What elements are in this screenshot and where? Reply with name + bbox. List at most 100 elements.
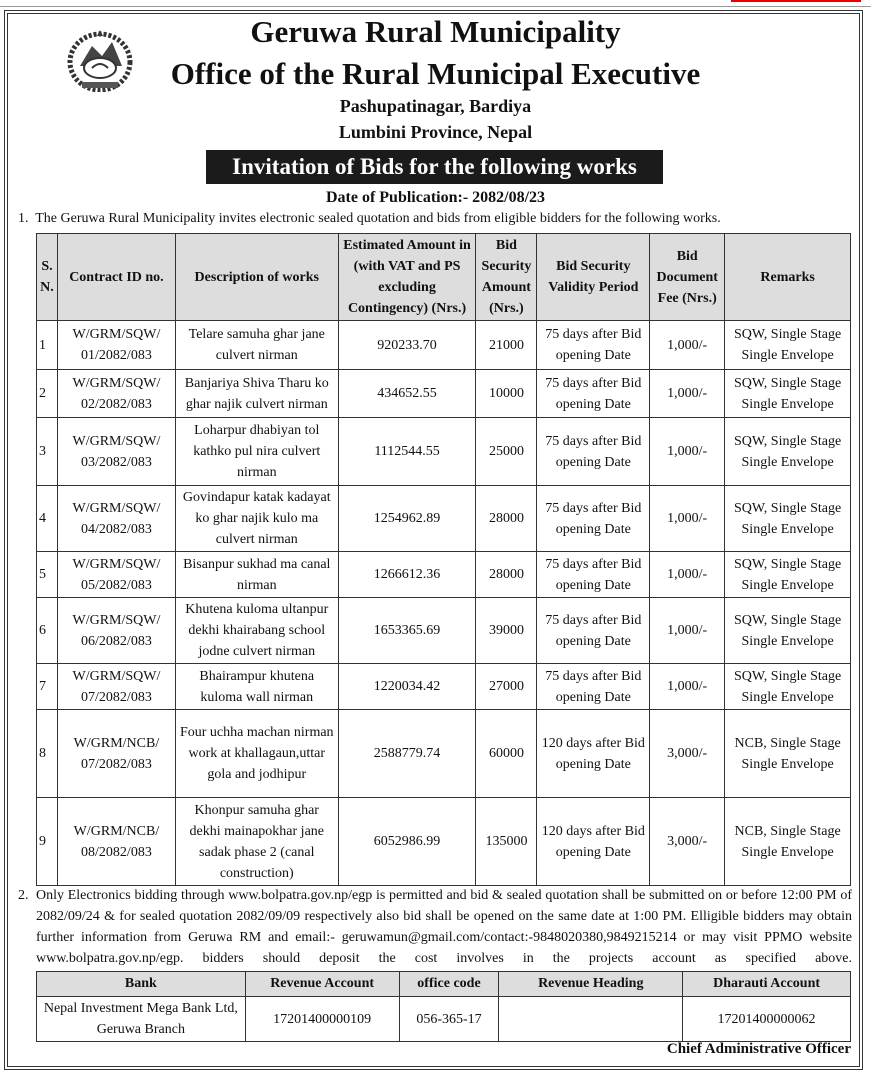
table-cell: 6052986.99: [337, 797, 477, 886]
intro-number: 1.: [18, 211, 29, 226]
bank-column-header: office code: [398, 971, 500, 997]
column-header: Description of works: [174, 233, 339, 321]
table-cell: Bhairampur khutena kuloma wall nirman: [174, 663, 339, 710]
table-cell: Banjariya Shiva Tharu ko ghar najik culv…: [174, 369, 339, 418]
column-header: Bid Security Amount (Nrs.): [475, 233, 538, 321]
table-cell: W/GRM/SQW/ 03/2082/083: [56, 417, 176, 486]
note-paragraph: 2. Only Electronics bidding through www.b…: [18, 885, 852, 969]
intro-text: The Geruwa Rural Municipality invites el…: [35, 211, 721, 226]
table-cell: 3,000/-: [649, 797, 726, 886]
table-cell: W/GRM/NCB/ 07/2082/083: [56, 709, 176, 798]
table-cell: Khutena kuloma ultanpur dekhi khairabang…: [174, 597, 339, 664]
bank-header-row: Bank Revenue Account office code Revenue He…: [36, 971, 851, 997]
bank-cell: [498, 996, 684, 1042]
table-cell: 27000: [475, 663, 538, 710]
table-cell: 135000: [475, 797, 538, 886]
column-header: Bid Security Validity Period: [536, 233, 651, 321]
page-frame: [4, 10, 863, 1070]
table-cell: 75 days after Bid opening Date: [536, 369, 651, 418]
table-cell: SQW, Single Stage Single Envelope: [724, 320, 851, 370]
notice-banner: Invitation of Bids for the following wor…: [206, 150, 663, 184]
table-cell: 1254962.89: [337, 485, 477, 552]
table-cell: W/GRM/SQW/ 02/2082/083: [56, 369, 176, 418]
table-cell: 120 days after Bid opening Date: [536, 797, 651, 886]
table-cell: 75 days after Bid opening Date: [536, 417, 651, 486]
table-cell: 1266612.36: [337, 551, 477, 598]
table-cell: 75 days after Bid opening Date: [536, 551, 651, 598]
table-cell: SQW, Single Stage Single Envelope: [724, 417, 851, 486]
table-cell: 75 days after Bid opening Date: [536, 663, 651, 710]
column-header: Contract ID no.: [56, 233, 176, 321]
table-cell: 3: [36, 417, 58, 486]
table-cell: 1220034.42: [337, 663, 477, 710]
table-cell: 1,000/-: [649, 551, 726, 598]
table-cell: 1653365.69: [337, 597, 477, 664]
table-cell: Bisanpur sukhad ma canal nirman: [174, 551, 339, 598]
table-cell: Loharpur dhabiyan tol kathko pul nira cu…: [174, 417, 339, 486]
table-cell: 2: [36, 369, 58, 418]
table-cell: 1,000/-: [649, 369, 726, 418]
table-cell: 6: [36, 597, 58, 664]
column-header: Bid Document Fee (Nrs.): [649, 233, 726, 321]
table-cell: W/GRM/SQW/ 05/2082/083: [56, 551, 176, 598]
table-cell: 920233.70: [337, 320, 477, 370]
table-cell: W/GRM/SQW/ 04/2082/083: [56, 485, 176, 552]
office-title: Office of the Rural Municipal Executive: [170, 56, 701, 91]
table-cell: 1: [36, 320, 58, 370]
address-line1: Pashupatinagar, Bardiya: [339, 96, 532, 116]
table-cell: 4: [36, 485, 58, 552]
table-cell: 75 days after Bid opening Date: [536, 597, 651, 664]
column-header: Remarks: [724, 233, 851, 321]
table-cell: W/GRM/NCB/ 08/2082/083: [56, 797, 176, 886]
bank-row: Nepal Investment Mega Bank Ltd, Geruwa B…: [36, 996, 851, 1042]
table-cell: 39000: [475, 597, 538, 664]
table-cell: Govindapur katak kadayat ko ghar najik k…: [174, 485, 339, 552]
table-cell: SQW, Single Stage Single Envelope: [724, 597, 851, 664]
table-cell: 9: [36, 797, 58, 886]
note-number: 2.: [18, 888, 29, 903]
table-cell: NCB, Single Stage Single Envelope: [724, 797, 851, 886]
table-cell: 10000: [475, 369, 538, 418]
table-cell: Khonpur samuha ghar dekhi mainapokhar ja…: [174, 797, 339, 886]
table-cell: 8: [36, 709, 58, 798]
table-cell: 75 days after Bid opening Date: [536, 320, 651, 370]
table-cell: 21000: [475, 320, 538, 370]
bank-column-header: Revenue Heading: [498, 971, 684, 997]
table-row: 5 W/GRM/SQW/ 05/2082/083 Bisanpur sukhad m…: [36, 551, 851, 598]
table-row: 1 W/GRM/SQW/ 01/2082/083 Telare samuha gha…: [36, 320, 851, 370]
bank-column-header: Dharauti Account: [682, 971, 851, 997]
table-cell: 2588779.74: [337, 709, 477, 798]
bank-column-header: Bank: [36, 971, 246, 997]
table-cell: NCB, Single Stage Single Envelope: [724, 709, 851, 798]
table-row: 8 W/GRM/NCB/ 07/2082/083 Four uchha machan…: [36, 709, 851, 798]
table-cell: 120 days after Bid opening Date: [536, 709, 651, 798]
table-cell: 28000: [475, 485, 538, 552]
table-cell: Four uchha machan nirman work at khallag…: [174, 709, 339, 798]
table-cell: 5: [36, 551, 58, 598]
bank-column-header: Revenue Account: [244, 971, 400, 997]
bank-cell: 17201400000062: [682, 996, 851, 1042]
table-cell: 434652.55: [337, 369, 477, 418]
table-row: 7 W/GRM/SQW/ 07/2082/083 Bhairampur khuten…: [36, 663, 851, 710]
nepal-emblem-logo: [67, 30, 133, 92]
bank-table: Bank Revenue Account office code Revenue He…: [36, 971, 851, 1042]
intro-paragraph: 1. The Geruwa Rural Municipality invites…: [18, 211, 721, 227]
table-cell: W/GRM/SQW/ 06/2082/083: [56, 597, 176, 664]
table-row: 6 W/GRM/SQW/ 06/2082/083 Khutena kuloma ul…: [36, 597, 851, 664]
table-cell: 1,000/-: [649, 320, 726, 370]
table-cell: 1,000/-: [649, 417, 726, 486]
table-cell: Telare samuha ghar jane culvert nirman: [174, 320, 339, 370]
bank-cell: 056-365-17: [398, 996, 500, 1042]
table-cell: 60000: [475, 709, 538, 798]
table-row: 2 W/GRM/SQW/ 02/2082/083 Banjariya Shiva T…: [36, 369, 851, 418]
table-cell: 28000: [475, 551, 538, 598]
bank-cell: Nepal Investment Mega Bank Ltd, Geruwa B…: [36, 996, 246, 1042]
table-cell: 7: [36, 663, 58, 710]
bank-cell: 17201400000109: [244, 996, 400, 1042]
column-header: S. N.: [36, 233, 58, 321]
top-accent: [731, 0, 861, 2]
column-header: Estimated Amount in (with VAT and PS exc…: [337, 233, 477, 321]
address-line2: Lumbini Province, Nepal: [338, 122, 533, 142]
table-cell: W/GRM/SQW/ 07/2082/083: [56, 663, 176, 710]
table-row: 4 W/GRM/SQW/ 04/2082/083 Govindapur katak …: [36, 485, 851, 552]
